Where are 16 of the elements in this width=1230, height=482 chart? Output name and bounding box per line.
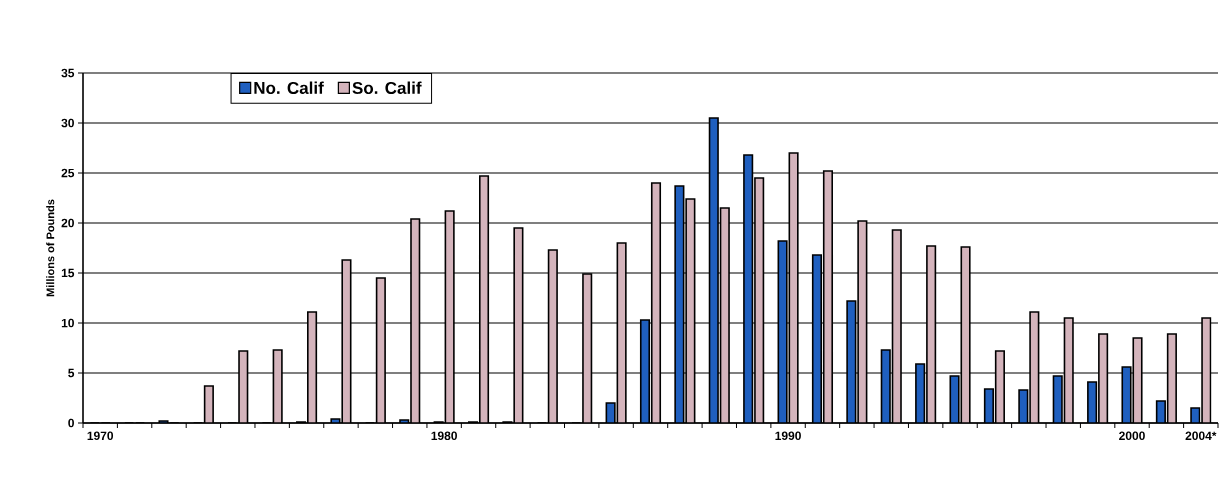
y-tick-label: 15 — [61, 268, 75, 278]
y-tick-label: 0 — [68, 418, 74, 428]
x-tick-label: 1970 — [87, 431, 114, 441]
x-tick-label: 2000 — [1119, 431, 1145, 441]
y-tick-label: 35 — [61, 68, 75, 78]
x-tick-label: 1990 — [775, 431, 801, 441]
legend-label: So. Calif — [352, 81, 422, 94]
x-tick-label: 1980 — [431, 431, 457, 441]
y-tick-label: 30 — [61, 118, 74, 128]
y-tick-label: 10 — [61, 318, 74, 328]
legend-label: No. Calif — [254, 81, 324, 94]
y-tick-label: 20 — [61, 218, 74, 228]
y-tick-label: 5 — [68, 368, 75, 378]
x-tick-label: 2004* — [1185, 431, 1217, 441]
y-axis-title: Millions of Pounds — [46, 199, 55, 297]
y-tick-label: 25 — [61, 168, 75, 178]
